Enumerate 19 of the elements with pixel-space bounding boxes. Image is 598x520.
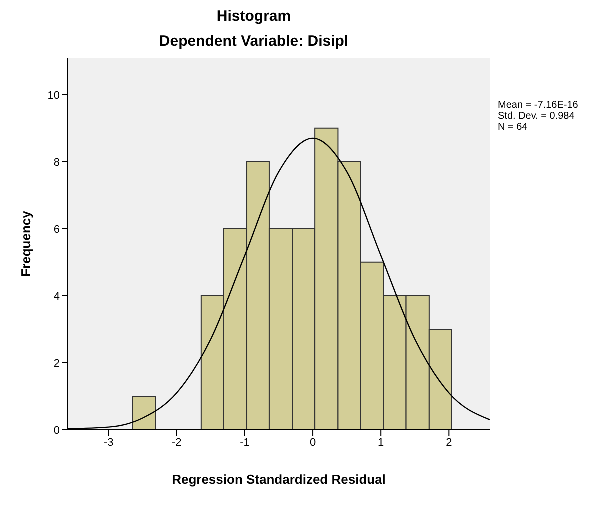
x-tick-label: 1 [378, 436, 384, 449]
x-axis-title: Regression Standardized Residual [172, 472, 386, 487]
chart-subtitle: Dependent Variable: Disipl [158, 33, 350, 50]
text: Std. Dev. = 0.984 [498, 111, 576, 122]
y-tick-label: 4 [54, 290, 60, 303]
text: Mean = -7.16E-16 [498, 100, 578, 111]
y-axis-title: Frequency [18, 210, 34, 277]
y-tick-label: 2 [54, 358, 60, 370]
y-tick-label: 0 [54, 424, 60, 437]
y-tick-label: 8 [54, 156, 60, 169]
x-tick-label: -1 [240, 436, 250, 449]
x-tick-label: 2 [446, 436, 452, 449]
text: N = 64 [498, 122, 529, 133]
x-tick-label: -3 [104, 436, 114, 449]
chart-title: Histogram [216, 8, 292, 25]
x-tick-label: -2 [172, 436, 182, 449]
x-tick-label: 0 [310, 436, 316, 449]
y-tick-label: 6 [54, 224, 60, 236]
y-tick-label: 10 [48, 90, 60, 102]
